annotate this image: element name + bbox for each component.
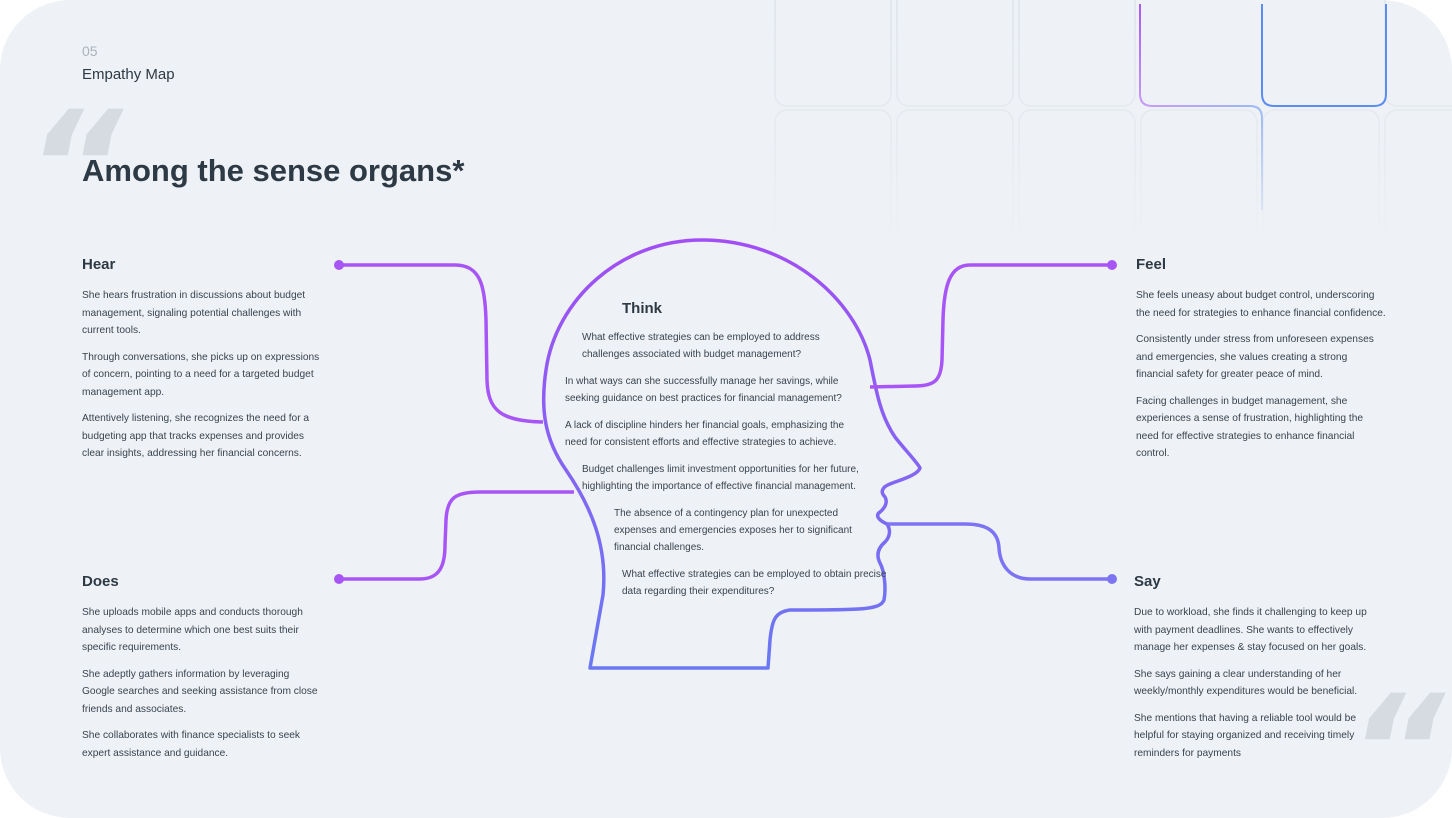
- does-section: Does She uploads mobile apps and conduct…: [82, 573, 322, 771]
- hear-item: She hears frustration in discussions abo…: [82, 290, 306, 336]
- does-item: She collaborates with finance specialist…: [82, 730, 301, 759]
- connector-dot-say: [1107, 574, 1117, 584]
- feel-section: Feel She feels uneasy about budget contr…: [1136, 256, 1386, 472]
- say-section: Say Due to workload, she finds it challe…: [1134, 573, 1372, 771]
- connector-does: [339, 490, 574, 581]
- feel-item: Facing challenges in budget management, …: [1136, 395, 1364, 460]
- connector-dot-feel: [1107, 260, 1117, 270]
- hear-item: Through conversations, she picks up on e…: [82, 351, 320, 398]
- say-item: Due to workload, she finds it challengin…: [1134, 607, 1367, 653]
- think-item: What effective strategies can be employe…: [582, 332, 820, 360]
- does-title: Does: [82, 573, 119, 590]
- think-item: The absence of a contingency plan for un…: [614, 508, 852, 553]
- hear-section: Hear She hears frustration in discussion…: [82, 256, 327, 472]
- think-item: What effective strategies can be employe…: [622, 569, 887, 597]
- say-item: She mentions that having a reliable tool…: [1134, 712, 1357, 759]
- hear-title: Hear: [82, 256, 116, 273]
- feel-title: Feel: [1136, 256, 1167, 273]
- quote-mark-close: “: [1348, 664, 1445, 818]
- say-item: She says gaining a clear understanding o…: [1134, 668, 1358, 698]
- section-number: 05: [82, 43, 98, 59]
- think-item: A lack of discipline hinders her financi…: [565, 420, 845, 448]
- hear-item: Attentively listening, she recognizes th…: [82, 413, 310, 459]
- does-item: She uploads mobile apps and conducts tho…: [82, 607, 303, 653]
- section-name: Empathy Map: [82, 66, 175, 83]
- head-outline: [541, 238, 922, 670]
- think-item: Budget challenges limit investment oppor…: [582, 464, 859, 492]
- does-item: She adeptly gathers information by lever…: [82, 668, 318, 715]
- say-title: Say: [1134, 573, 1161, 590]
- feel-item: Consistently under stress from unforesee…: [1136, 334, 1374, 380]
- feel-item: She feels uneasy about budget control, u…: [1136, 290, 1386, 319]
- connector-say: [887, 522, 1112, 581]
- connector-dot-does: [334, 574, 344, 584]
- connector-dot-hear: [334, 260, 344, 270]
- page-title: Among the sense organs*: [82, 153, 465, 188]
- quote-mark-open: “: [26, 80, 123, 254]
- connector-hear: [339, 263, 544, 424]
- think-item: In what ways can she successfully manage…: [565, 376, 842, 404]
- think-title: Think: [622, 300, 662, 317]
- connector-feel: [869, 263, 1112, 389]
